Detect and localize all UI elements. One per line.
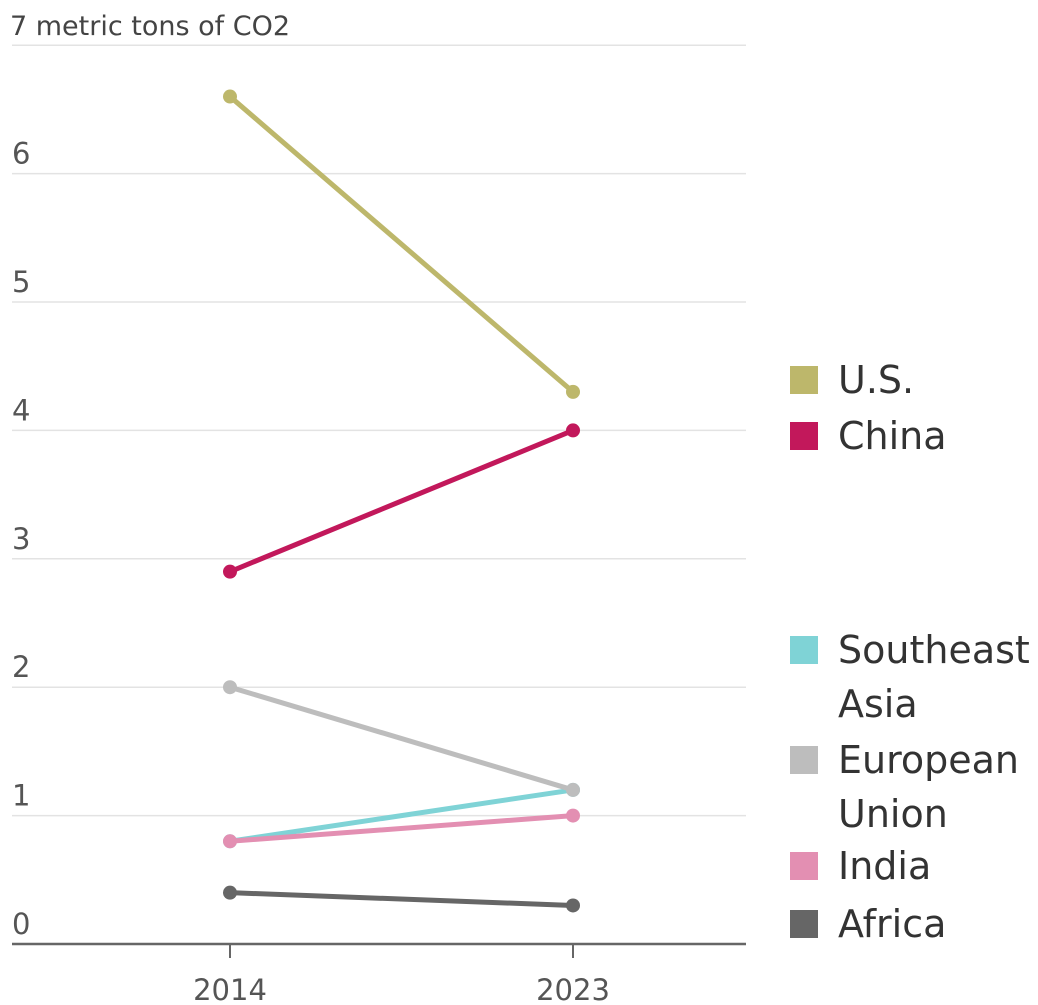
legend-label: European xyxy=(838,738,1019,782)
data-point xyxy=(223,89,237,104)
legend-label: Union xyxy=(838,792,948,836)
series-0 xyxy=(223,89,580,399)
y-axis-ticks: 7 metric tons of CO2 6 5 4 3 2 1 0 xyxy=(10,11,290,941)
y-tick-label: 3 xyxy=(12,522,30,556)
x-tick-label: 2023 xyxy=(536,973,610,1005)
legend: U.S. China Southeast Asia European Union India… xyxy=(790,358,1030,946)
x-tick-label: 2014 xyxy=(193,973,267,1005)
legend-item: India xyxy=(790,844,931,888)
y-tick-label: 4 xyxy=(12,393,30,427)
y-tick-label: 2 xyxy=(12,650,30,684)
legend-item: China xyxy=(790,414,947,458)
data-point xyxy=(566,384,580,399)
legend-swatch xyxy=(790,636,818,664)
series-line xyxy=(227,427,576,575)
legend-item: Southeast Asia xyxy=(790,628,1030,726)
legend-label: China xyxy=(838,414,947,458)
data-point xyxy=(566,782,580,797)
legend-item: European Union xyxy=(790,738,1019,836)
series-4 xyxy=(223,808,580,849)
series-group xyxy=(223,89,580,913)
legend-item: Africa xyxy=(790,902,946,946)
series-5 xyxy=(223,885,580,913)
legend-swatch xyxy=(790,366,818,394)
legend-swatch xyxy=(790,852,818,880)
legend-label: Southeast xyxy=(838,628,1030,672)
legend-item: U.S. xyxy=(790,358,914,402)
legend-swatch xyxy=(790,910,818,938)
series-line xyxy=(227,813,576,844)
legend-label: Africa xyxy=(838,902,946,946)
legend-label: U.S. xyxy=(838,358,914,402)
y-tick-label: 1 xyxy=(12,779,30,813)
legend-swatch xyxy=(790,422,818,450)
data-point xyxy=(223,885,237,900)
data-point xyxy=(566,808,580,823)
data-point xyxy=(566,898,580,913)
series-line xyxy=(227,890,576,908)
y-tick-label: 5 xyxy=(12,265,30,299)
data-point xyxy=(223,680,237,695)
series-line xyxy=(227,684,576,793)
data-point xyxy=(566,423,580,438)
series-1 xyxy=(223,423,580,579)
y-tick-label: 0 xyxy=(12,907,30,941)
x-axis: 2014 2023 xyxy=(12,942,746,1005)
data-point xyxy=(223,564,237,579)
series-line xyxy=(227,94,576,395)
series-3 xyxy=(223,680,580,797)
y-axis-unit-label: 7 metric tons of CO2 xyxy=(10,11,290,42)
legend-label: India xyxy=(838,844,931,888)
gridlines xyxy=(12,44,746,817)
data-point xyxy=(223,834,237,849)
legend-label: Asia xyxy=(838,682,918,726)
series-line xyxy=(227,787,576,844)
y-tick-label: 6 xyxy=(12,137,30,171)
legend-swatch xyxy=(790,746,818,774)
